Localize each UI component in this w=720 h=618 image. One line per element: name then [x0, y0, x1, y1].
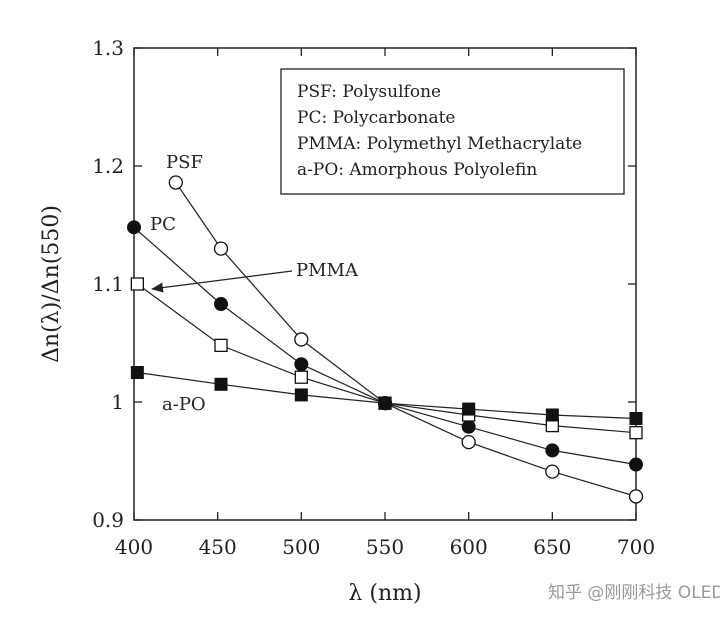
data-point-pc — [127, 220, 141, 235]
series-label-apo: a-PO — [162, 394, 206, 415]
x-tick-label: 500 — [282, 535, 320, 559]
data-point-pc — [294, 357, 309, 372]
y-tick-label: 1.3 — [92, 36, 124, 60]
data-point-psf — [628, 489, 644, 504]
data-point-pmma — [294, 370, 308, 384]
series-label-pc: PC — [150, 214, 176, 235]
watermark-text: 知乎 @刚刚科技 OLEDindustry — [548, 583, 720, 603]
legend-frame — [280, 68, 625, 195]
y-axis-title: Δn(λ)/Δn(550) — [39, 205, 64, 363]
x-tick-label: 700 — [617, 535, 655, 559]
legend-entry-apo: a-PO: Amorphous Polyolefin — [297, 160, 537, 180]
data-point-psf — [294, 332, 309, 347]
series-line-a-po — [137, 371, 637, 420]
legend-box: PSF: Polysulfone PC: Polycarbonate PMMA:… — [280, 68, 625, 195]
y-tick-label: 0.9 — [92, 508, 124, 532]
data-point-pmma — [214, 338, 228, 353]
data-point-pmma — [130, 277, 144, 291]
data-point-a-po — [378, 396, 392, 410]
legend-entry-pc: PC: Polycarbonate — [297, 108, 455, 128]
x-tick-label: 550 — [366, 535, 404, 559]
y-tick-label: 1.2 — [92, 154, 124, 178]
data-point-a-po — [545, 408, 559, 422]
series-lines — [133, 182, 637, 497]
data-point-pc — [545, 443, 560, 458]
x-tick-label: 600 — [450, 535, 488, 559]
legend-entry-psf: PSF: Polysulfone — [297, 82, 441, 102]
pmma-arrow — [151, 270, 293, 293]
data-point-psf — [545, 464, 560, 479]
series-label-psf: PSF — [166, 152, 203, 173]
series-line-pc — [133, 226, 637, 466]
y-tick-label: 1 — [111, 390, 124, 414]
data-point-pc — [214, 297, 229, 312]
data-point-a-po — [294, 388, 308, 402]
data-point-pc — [629, 457, 643, 472]
legend-entry-pmma: PMMA: Polymethyl Methacrylate — [297, 134, 582, 154]
data-point-a-po — [130, 366, 144, 379]
data-point-psf — [461, 434, 476, 450]
data-point-psf — [168, 175, 183, 190]
series-line-psf — [175, 182, 637, 497]
series-markers — [127, 175, 644, 504]
y-tick-label: 1.1 — [92, 272, 124, 296]
x-tick-label: 400 — [115, 535, 153, 559]
data-point-pc — [461, 419, 476, 434]
x-axis-title: λ (nm) — [348, 581, 421, 606]
data-point-psf — [213, 241, 229, 256]
data-point-pmma — [629, 426, 643, 440]
x-tick-label: 450 — [199, 535, 237, 559]
x-tick-label: 650 — [533, 535, 571, 559]
data-point-a-po — [214, 377, 228, 391]
axis-ticks: 400 450 500 550 600 650 700 0.9 1 1.1 1.2 1.3 — [92, 36, 655, 559]
data-point-a-po — [462, 402, 476, 416]
data-point-a-po — [629, 412, 643, 426]
series-label-pmma: PMMA — [296, 260, 359, 281]
series-line-pmma — [136, 283, 637, 434]
